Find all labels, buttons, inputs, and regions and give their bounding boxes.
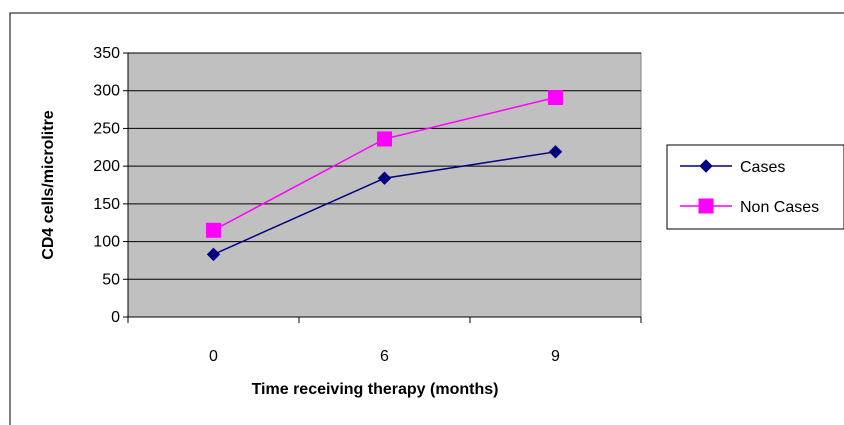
legend-marker bbox=[699, 159, 713, 173]
series-cases bbox=[206, 145, 563, 262]
legend: Cases Non Cases bbox=[666, 144, 844, 230]
y-tick-label: 200 bbox=[93, 158, 120, 175]
gridlines bbox=[128, 52, 641, 280]
y-axis-title: CD4 cells/microlitre bbox=[40, 110, 57, 260]
plot-area bbox=[127, 52, 642, 318]
series bbox=[206, 90, 563, 262]
y-tick-label: 250 bbox=[93, 120, 120, 137]
data-point bbox=[377, 171, 392, 185]
x-tick-label: 0 bbox=[209, 348, 218, 365]
legend-marker bbox=[698, 198, 714, 214]
data-point bbox=[206, 222, 221, 238]
data-point bbox=[548, 90, 563, 106]
data-point bbox=[548, 145, 563, 159]
y-tick-label: 300 bbox=[93, 83, 120, 100]
axes bbox=[123, 52, 642, 323]
y-tick-label: 150 bbox=[93, 196, 120, 213]
legend-label: Non Cases bbox=[740, 199, 819, 216]
x-axis-title: Time receiving therapy (months) bbox=[252, 381, 499, 398]
legend-label: Cases bbox=[740, 159, 785, 176]
y-tick-label: 100 bbox=[93, 234, 120, 251]
x-tick-label: 9 bbox=[551, 348, 560, 365]
data-point bbox=[377, 131, 392, 147]
y-tick-label: 50 bbox=[102, 271, 120, 288]
x-tick-label: 6 bbox=[380, 348, 389, 365]
y-tick-label: 0 bbox=[111, 309, 120, 326]
data-point bbox=[206, 247, 221, 262]
y-tick-labels: 0 50 100 150 200 250 300 350 bbox=[93, 45, 120, 326]
series-non-cases bbox=[206, 90, 563, 238]
y-tick-label: 350 bbox=[93, 45, 120, 62]
x-tick-labels: 0 6 9 bbox=[209, 348, 560, 365]
legend-box bbox=[666, 144, 844, 230]
